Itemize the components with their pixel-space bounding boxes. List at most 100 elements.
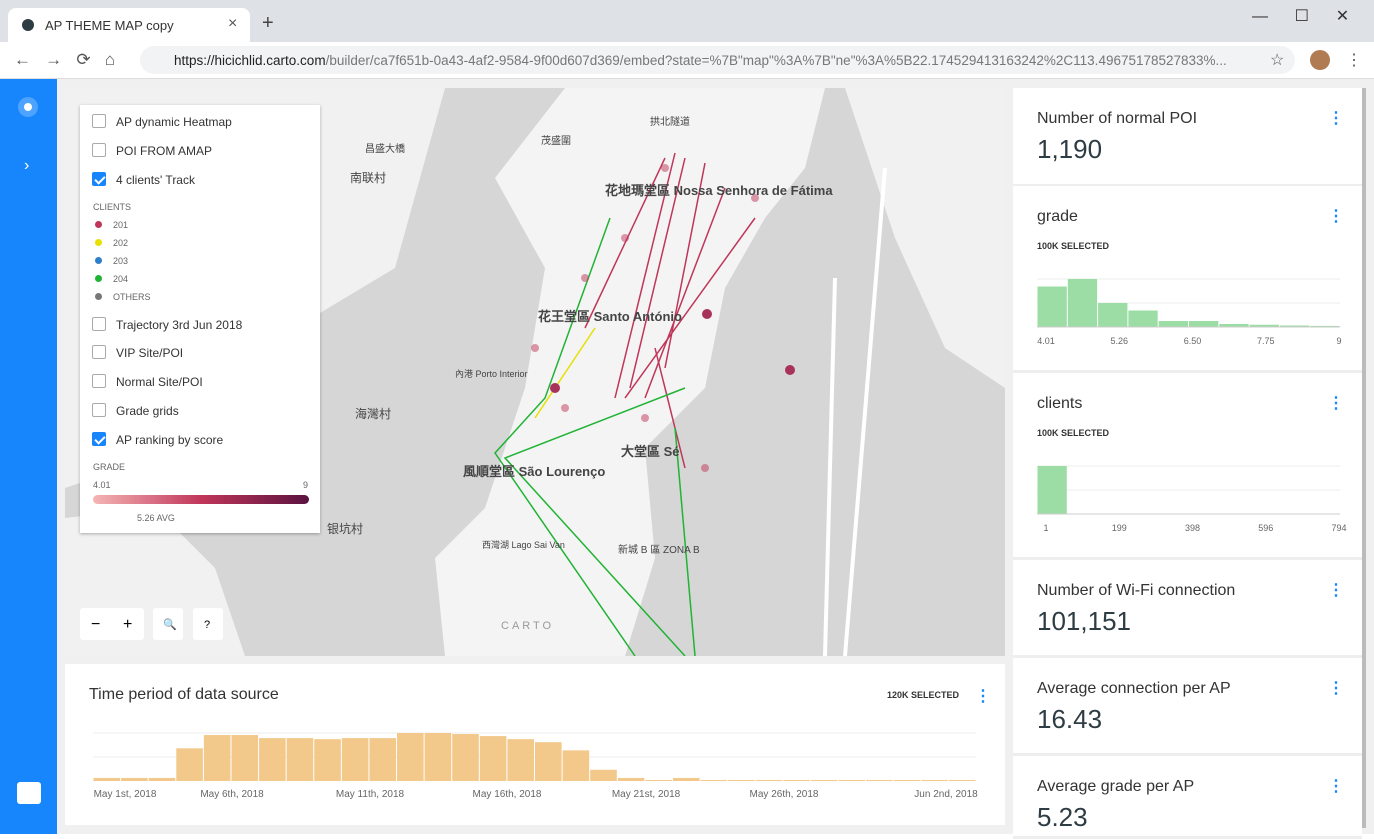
legend-label: 204 — [113, 274, 128, 284]
widget-value: 16.43 — [1037, 704, 1102, 735]
bar — [1159, 321, 1188, 327]
legend-avg: 5.26 AVG — [137, 513, 175, 523]
dots-menu[interactable]: ⋮ — [1328, 678, 1344, 698]
x-tick-label: 7.75 — [1257, 336, 1275, 346]
widget-value: 5.23 — [1037, 802, 1088, 833]
checkbox[interactable] — [92, 374, 106, 388]
map-label: 海灣村 — [355, 406, 391, 421]
legend-max: 9 — [303, 480, 308, 490]
url-path: /builder/ca7f651b-0a43-4af2-9584-9f00d60… — [326, 53, 1227, 68]
layer-row[interactable]: Grade grids — [92, 402, 179, 420]
legend-swatch — [95, 221, 102, 228]
checkbox[interactable] — [92, 432, 106, 446]
scrollbar[interactable] — [1362, 88, 1366, 828]
bar — [176, 748, 203, 781]
bar — [535, 742, 562, 781]
layer-row[interactable]: Normal Site/POI — [92, 373, 203, 391]
checkbox[interactable] — [92, 114, 106, 128]
checkbox[interactable] — [92, 403, 106, 417]
x-tick-label: 9 — [1336, 336, 1341, 346]
bar — [149, 778, 176, 781]
time-widget: Time period of data source 120K SELECTED… — [65, 664, 1005, 825]
bar — [701, 780, 728, 781]
address-bar: ← → ⟳ ⌂ https://hicichlid.carto.com/buil… — [0, 42, 1374, 79]
map-attribution: CARTO — [501, 620, 554, 632]
legend-swatch — [95, 275, 102, 282]
x-tick-label: May 16th, 2018 — [473, 789, 542, 800]
checkbox[interactable] — [92, 143, 106, 157]
svg-text:?: ? — [204, 619, 210, 631]
layer-label: AP dynamic Heatmap — [116, 115, 232, 129]
dots-menu[interactable]: ⋮ — [1328, 108, 1344, 128]
bar — [231, 735, 258, 781]
x-tick-label: 199 — [1112, 523, 1127, 533]
bar — [1038, 466, 1067, 514]
layer-label: Normal Site/POI — [116, 375, 203, 389]
dots-menu[interactable]: ⋮ — [1328, 206, 1344, 226]
legend-swatch — [95, 293, 102, 300]
widget-value: 1,190 — [1037, 134, 1102, 165]
checkbox[interactable] — [92, 317, 106, 331]
dots-menu[interactable]: ⋮ — [1328, 776, 1344, 796]
bar — [921, 780, 948, 781]
new-tab[interactable]: + — [262, 12, 274, 35]
x-tick-label: May 11th, 2018 — [336, 789, 405, 800]
layer-row[interactable]: AP ranking by score — [92, 431, 223, 449]
bar — [369, 738, 396, 781]
bar — [1098, 303, 1127, 327]
map-label: 拱北隧道 — [650, 115, 690, 128]
bar — [507, 739, 534, 781]
checkbox[interactable] — [92, 172, 106, 186]
layer-row[interactable]: AP dynamic Heatmap — [92, 113, 232, 131]
bar — [866, 780, 893, 781]
x-tick-label: 1 — [1043, 523, 1048, 533]
legend-min: 4.01 — [93, 480, 111, 490]
x-tick-label: 4.01 — [1037, 336, 1055, 346]
formula-widget: ⋮ Average grade per AP 5.23 — [1013, 756, 1362, 839]
map-label: 內港 Porto Interior — [455, 368, 528, 379]
widget-title: Average grade per AP — [1037, 778, 1194, 796]
bar — [839, 780, 866, 781]
bar — [425, 733, 452, 781]
legend-swatch — [95, 257, 102, 264]
map-label: 昌盛大橋 — [365, 142, 405, 155]
bar — [783, 780, 810, 781]
map-label: 南联村 — [350, 170, 386, 185]
nav-buttons[interactable]: ← → ⟳ ⌂ — [14, 50, 115, 70]
widget-value: 101,151 — [1037, 606, 1131, 637]
bar — [121, 778, 148, 781]
selected-count: 120K SELECTED — [887, 690, 959, 700]
bar — [94, 778, 121, 781]
dots-menu[interactable]: ⋮ — [1328, 580, 1344, 600]
omnibox[interactable]: https://hicichlid.carto.com/builder/ca7f… — [140, 46, 1295, 74]
map-label: 茂盛圍 — [541, 134, 571, 147]
widget-title: Time period of data source — [89, 686, 279, 704]
layer-row[interactable]: Trajectory 3rd Jun 2018 — [92, 316, 242, 334]
layer-row[interactable]: POI FROM AMAP — [92, 142, 212, 160]
bar — [1128, 311, 1157, 328]
bar — [314, 739, 341, 781]
selected-count: 100K SELECTED — [1037, 428, 1109, 438]
x-tick-label: 398 — [1185, 523, 1200, 533]
x-tick-label: May 21st, 2018 — [612, 789, 681, 800]
bar — [756, 780, 783, 781]
url-host: https://hicichlid.carto.com — [174, 53, 326, 68]
checkbox[interactable] — [92, 345, 106, 359]
bar — [590, 770, 617, 781]
legend-title: GRADE — [93, 462, 125, 472]
layer-row[interactable]: VIP Site/POI — [92, 344, 183, 362]
avatar[interactable] — [1310, 50, 1330, 70]
gradient-bar — [93, 495, 309, 504]
svg-text:−: − — [91, 616, 100, 633]
dots-menu[interactable]: ⋮ — [1328, 393, 1344, 413]
tab[interactable]: AP THEME MAP copy × — [8, 8, 250, 42]
tab-bar: AP THEME MAP copy × + — ☐ ✕ — [0, 0, 1374, 42]
layer-row[interactable]: 4 clients' Track — [92, 171, 195, 189]
window-controls[interactable]: — ☐ ✕ — [1252, 6, 1349, 26]
legend-label: 203 — [113, 256, 128, 266]
